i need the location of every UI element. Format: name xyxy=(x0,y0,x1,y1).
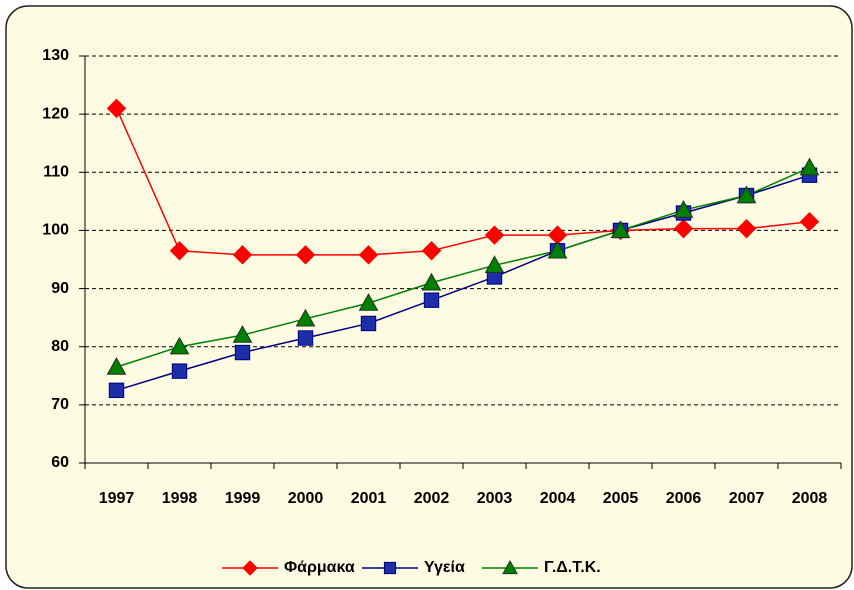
point-marker xyxy=(295,245,316,265)
y-tick-label: 80 xyxy=(51,338,69,355)
series-line xyxy=(116,166,810,368)
point-marker xyxy=(383,561,397,575)
y-tick-label: 90 xyxy=(51,280,69,297)
point-marker xyxy=(232,245,253,265)
series-line xyxy=(115,108,810,256)
x-tick-label: 2000 xyxy=(288,490,324,507)
legend-label: Γ.Δ.Τ.Κ. xyxy=(544,559,601,576)
point-marker xyxy=(360,315,377,332)
point-marker xyxy=(108,382,125,399)
legend-label: Φάρμακα xyxy=(284,559,355,576)
point-marker xyxy=(171,363,188,379)
point-marker xyxy=(358,245,379,265)
point-marker xyxy=(423,292,440,308)
point-marker xyxy=(673,200,694,218)
series-line xyxy=(116,174,810,392)
point-marker xyxy=(106,98,127,119)
x-tick-label: 2004 xyxy=(540,490,576,507)
x-tick-label: 2003 xyxy=(477,490,513,507)
point-marker xyxy=(234,344,251,361)
x-tick-label: 2007 xyxy=(729,490,765,507)
x-tick-label: 1998 xyxy=(162,490,198,507)
point-marker xyxy=(358,293,379,311)
x-tick-label: 2001 xyxy=(351,490,387,507)
point-marker xyxy=(295,308,316,327)
x-tick-label: 1997 xyxy=(99,490,135,507)
point-marker xyxy=(232,325,253,343)
point-marker xyxy=(297,330,314,346)
point-marker xyxy=(673,218,694,239)
point-marker xyxy=(421,241,442,261)
point-marker xyxy=(610,220,631,239)
point-marker xyxy=(169,241,190,261)
x-tick-label: 2002 xyxy=(414,490,450,507)
point-marker xyxy=(484,225,505,245)
x-tick-label: 1999 xyxy=(225,490,261,507)
point-marker xyxy=(799,212,820,232)
x-tick-label: 2006 xyxy=(666,490,702,507)
y-tick-label: 110 xyxy=(43,164,69,181)
point-marker xyxy=(799,157,820,176)
x-tick-label: 2008 xyxy=(792,490,828,507)
point-marker xyxy=(484,255,505,274)
point-marker xyxy=(736,218,757,239)
y-tick-label: 70 xyxy=(51,396,69,413)
x-tick-label: 2005 xyxy=(603,490,639,507)
point-marker xyxy=(736,185,757,204)
y-tick-label: 130 xyxy=(42,47,69,64)
legend-label: Υγεία xyxy=(424,559,465,576)
y-tick-label: 100 xyxy=(42,222,69,239)
point-marker xyxy=(502,559,518,575)
y-tick-label: 120 xyxy=(42,105,69,122)
point-marker xyxy=(169,336,190,355)
y-tick-label: 60 xyxy=(51,454,69,471)
point-marker xyxy=(242,560,258,576)
point-marker xyxy=(421,272,442,291)
point-marker xyxy=(547,240,568,259)
point-marker xyxy=(106,357,127,375)
